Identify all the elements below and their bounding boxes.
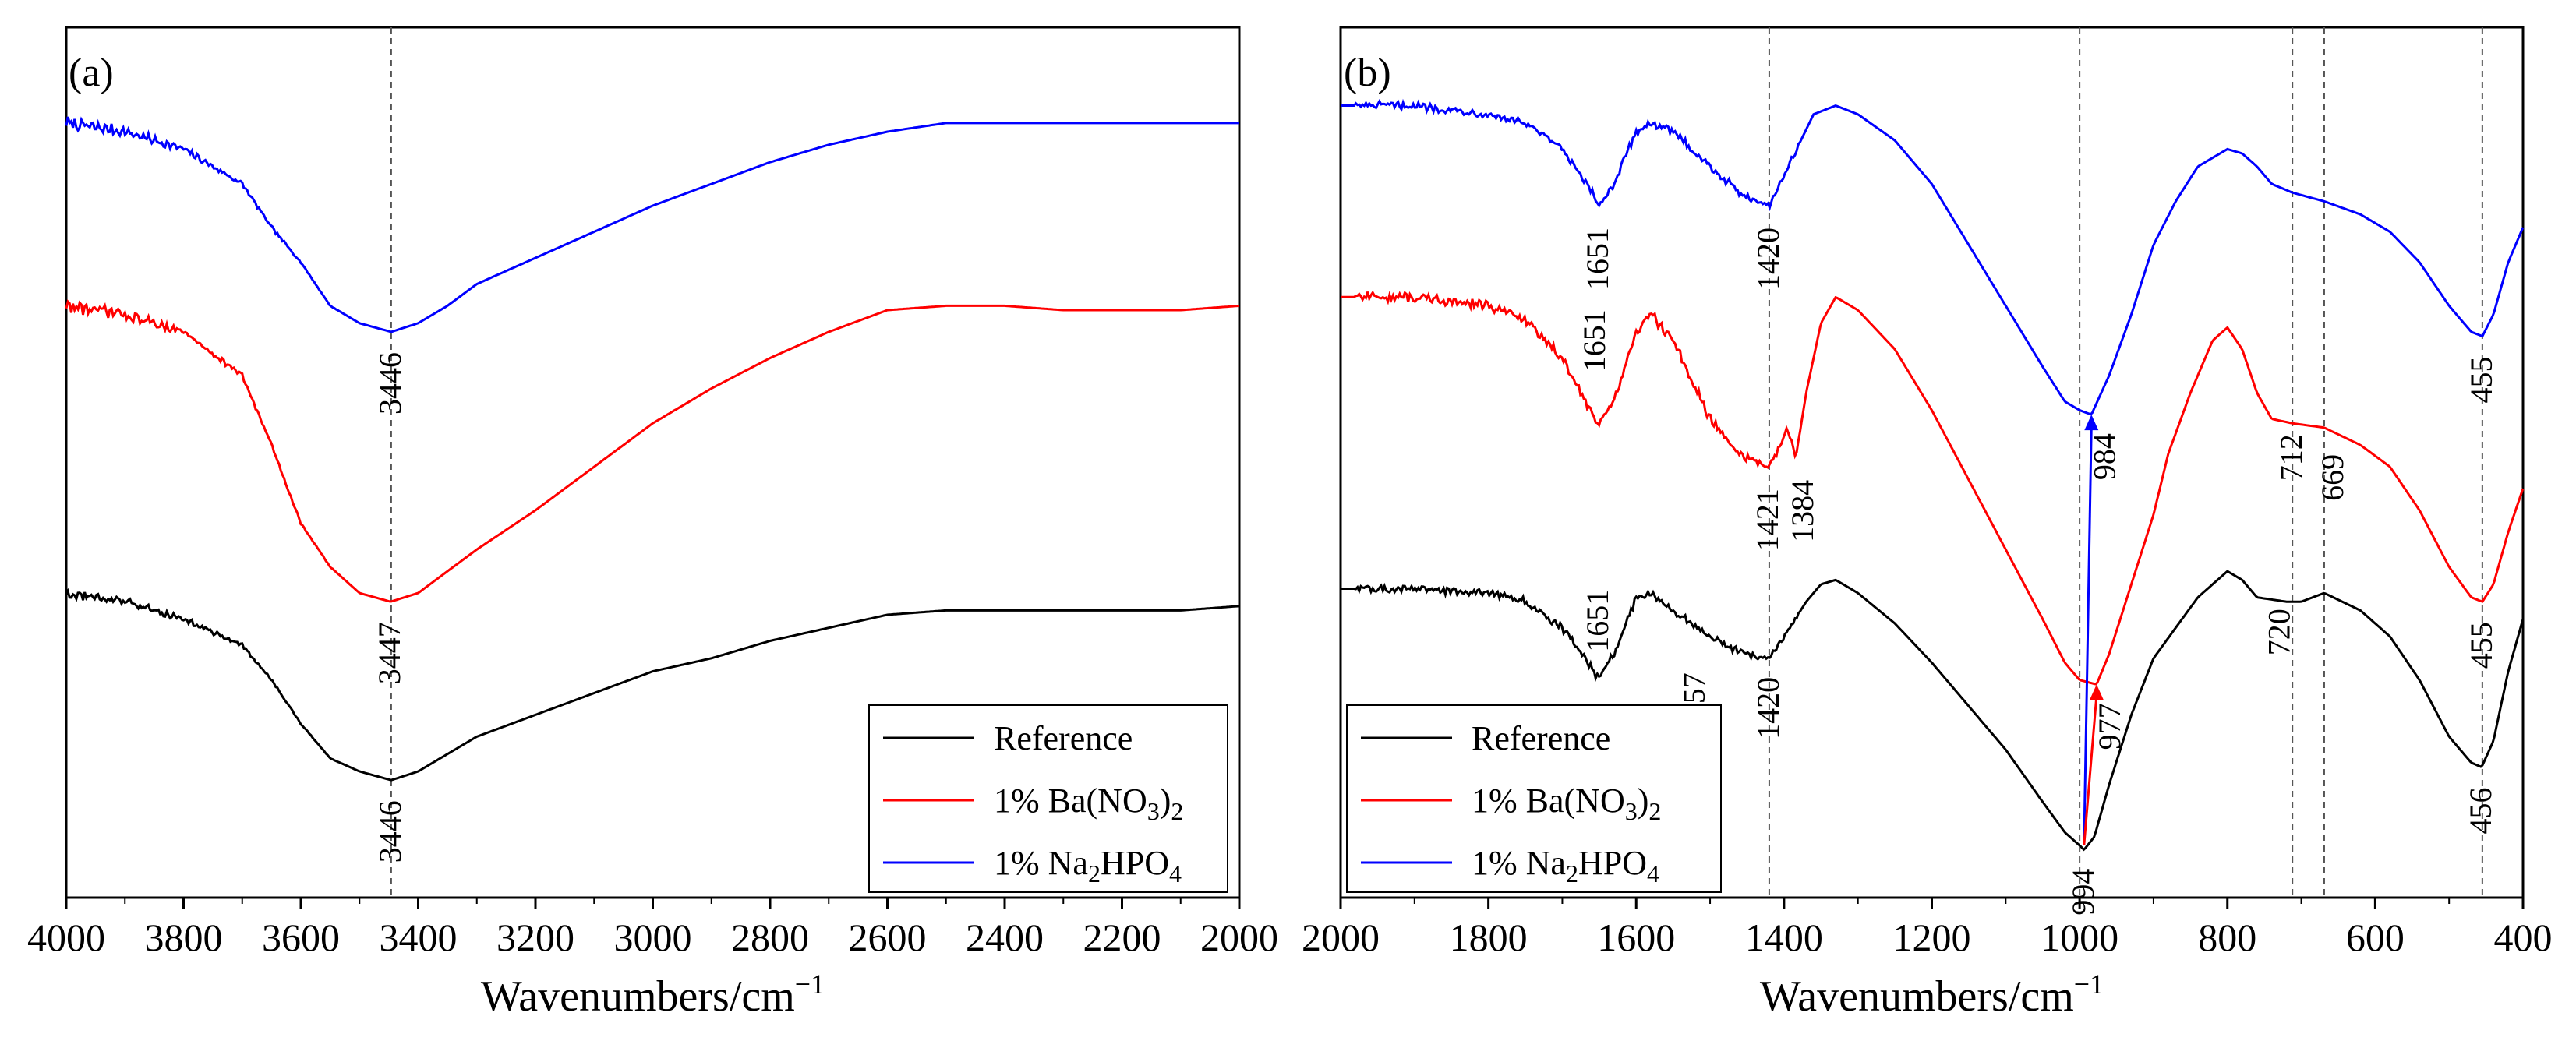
peak-label-3446: 3446 [373, 352, 408, 415]
x-tick-label: 3200 [496, 916, 574, 959]
x-tick-label: 2000 [1302, 916, 1380, 959]
x-tick-label: 1600 [1597, 916, 1675, 959]
series-line-reference [1341, 570, 2525, 852]
panel-a: 4000 3800 3600 3400 3200 3000 2800 2600 2400 2200… [27, 26, 1278, 1021]
x-tick-label: 2200 [1083, 916, 1161, 959]
panel-label: (a) [69, 51, 114, 95]
peak-label-1421: 1421 [1750, 489, 1785, 551]
x-tick-label: 2600 [849, 916, 927, 959]
peak-label-1420: 1420 [1751, 228, 1786, 290]
peak-label-1420: 1420 [1751, 677, 1786, 739]
x-tick-label: 1000 [2041, 916, 2118, 959]
shift-arrow-line [2083, 695, 2098, 845]
x-tick-label: 1400 [1745, 916, 1823, 959]
x-tick-label: 800 [2198, 916, 2256, 959]
series-line-1-ba-no3-2 [1341, 290, 2525, 686]
peak-label-455: 455 [2464, 357, 2499, 404]
x-tick-label: 3600 [262, 916, 340, 959]
series-line-1-ba-no3-2 [65, 299, 1240, 603]
x-tick-label: 2000 [1200, 916, 1278, 959]
peak-label-720: 720 [2262, 609, 2297, 655]
peak-label-977: 977 [2092, 703, 2127, 750]
x-tick-label: 400 [2494, 916, 2553, 959]
legend-box [868, 704, 1228, 893]
peak-label-1651: 1651 [1580, 590, 1615, 652]
x-axis-title: Wavenumbers/cm−1 [1760, 969, 2104, 1021]
series-line-1-na2hpo4 [65, 116, 1239, 333]
x-tick-label: 2400 [966, 916, 1044, 959]
peak-label-669: 669 [2315, 454, 2350, 501]
legend-box [1346, 704, 1722, 893]
legend-label: 1% Ba(NO3)2 [1472, 782, 1661, 825]
peak-label-1651: 1651 [1577, 309, 1612, 372]
peak-label-1651: 1651 [1580, 228, 1615, 290]
x-tick-label: 4000 [27, 916, 105, 959]
x-tick-label: 1200 [1893, 916, 1971, 959]
series-line-1-na2hpo4 [1341, 98, 2525, 416]
legend-label: Reference [1472, 719, 1610, 757]
x-tick-label: 3000 [614, 916, 692, 959]
peak-label-3447: 3447 [372, 622, 407, 684]
x-tick-label: 2800 [731, 916, 809, 959]
peak-label-712: 712 [2274, 434, 2309, 481]
peak-label-3446: 3446 [373, 800, 408, 863]
peak-label-456: 456 [2463, 787, 2498, 834]
peak-label-984: 984 [2087, 433, 2122, 480]
x-axis-title: Wavenumbers/cm−1 [481, 969, 825, 1021]
x-tick-label: 3400 [380, 916, 458, 959]
shift-arrow-head [2089, 684, 2104, 700]
peak-label-1384: 1384 [1785, 480, 1820, 542]
x-tick-label: 1800 [1450, 916, 1528, 959]
shift-arrow-head [2084, 415, 2099, 431]
legend-label: 1% Na2HPO4 [1472, 844, 1659, 887]
x-tick-label: 3800 [145, 916, 223, 959]
legend-label: Reference [994, 719, 1133, 757]
legend-label: 1% Ba(NO3)2 [994, 782, 1183, 825]
x-tick-label: 600 [2346, 916, 2405, 959]
peak-label-994: 994 [2065, 869, 2101, 916]
panel-label: (b) [1344, 51, 1391, 95]
peak-label-455: 455 [2464, 622, 2499, 669]
shift-arrow-line [2083, 425, 2093, 845]
series-line-reference [65, 588, 1240, 782]
legend-label: 1% Na2HPO4 [994, 844, 1182, 887]
panel-b: 2000 1800 1600 1400 1200 1000 800 600 400 Wavenum… [1302, 26, 2553, 1021]
